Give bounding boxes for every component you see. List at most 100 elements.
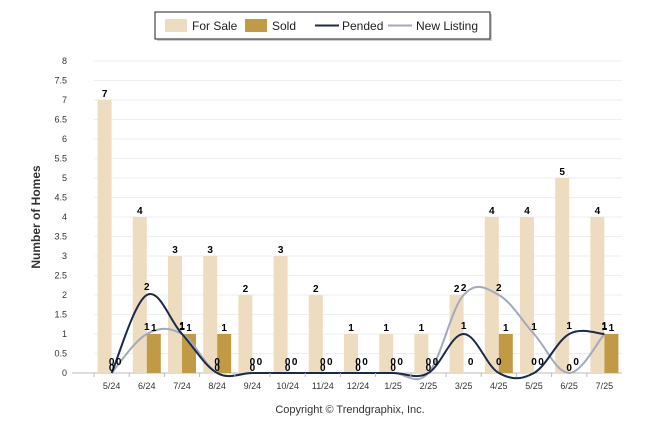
data-label-for-sale: 5 <box>559 167 565 178</box>
data-label-new-listing: 0 <box>566 363 572 374</box>
data-label-sold: 1 <box>186 323 192 334</box>
bar-for-sale <box>414 334 429 373</box>
data-label-sold: 0 <box>292 357 298 368</box>
data-label-new-listing: 0 <box>320 363 326 374</box>
x-tick-label: 7/25 <box>596 381 614 391</box>
bar-for-sale <box>168 256 182 373</box>
data-label-pended: 2 <box>144 282 150 293</box>
y-tick-label: 0.5 <box>54 349 67 359</box>
data-label-sold: 1 <box>609 323 615 334</box>
data-label-new-listing: 1 <box>179 322 185 333</box>
data-label-pended: 1 <box>179 321 185 332</box>
x-tick-label: 4/25 <box>490 381 508 391</box>
legend-label: Pended <box>342 19 383 33</box>
y-tick-label: 5 <box>62 173 67 183</box>
legend-label: New Listing <box>416 19 478 33</box>
data-label-pended: 0 <box>285 357 291 368</box>
data-label-for-sale: 1 <box>348 323 354 334</box>
y-tick-label: 1.5 <box>54 310 67 320</box>
data-label-sold: 0 <box>538 357 544 368</box>
data-label-for-sale: 7 <box>102 89 108 100</box>
y-tick-label: 1 <box>62 329 67 339</box>
bar-for-sale <box>484 217 499 373</box>
data-label-new-listing: 2 <box>461 283 467 294</box>
x-axis-ticks: 5/24 6/24 7/24 8/24 9/24 10/24 11/24 12/24 1/25 2… <box>93 373 614 391</box>
legend-item-pended[interactable]: Pended <box>315 19 383 33</box>
data-label-sold: 0 <box>257 357 263 368</box>
data-label-sold: 0 <box>573 357 579 368</box>
line-pended <box>110 293 605 380</box>
x-tick-label: 10/24 <box>276 381 299 391</box>
x-tick-label: 5/24 <box>103 381 121 391</box>
data-label-for-sale: 3 <box>207 245 213 256</box>
data-label-pended: 0 <box>355 357 361 368</box>
data-label-for-sale: 4 <box>524 206 530 217</box>
y-tick-label: 4.5 <box>54 193 67 203</box>
data-label-sold: 0 <box>468 357 474 368</box>
data-label-sold: 1 <box>503 323 509 334</box>
bar-for-sale <box>308 295 323 373</box>
bars <box>97 100 619 373</box>
legend-label: For Sale <box>192 19 238 33</box>
data-label-sold: 0 <box>397 357 403 368</box>
legend-label: Sold <box>272 19 296 33</box>
bar-for-sale <box>203 256 218 373</box>
y-tick-label: 0 <box>62 368 67 378</box>
y-tick-label: 6.5 <box>54 115 67 125</box>
data-label-for-sale: 2 <box>243 284 249 295</box>
x-tick-label: 9/24 <box>244 381 262 391</box>
bar-sold <box>604 334 619 373</box>
data-label-for-sale: 1 <box>419 323 425 334</box>
data-label-pended: 0 <box>214 357 220 368</box>
bar-for-sale <box>344 334 358 373</box>
y-axis-title: Number of Homes <box>29 165 43 269</box>
y-axis-ticks: 0 0.5 1 1.5 2 2.5 3 3.5 4 4.5 5 5.5 6 6.5 7 7.5 8 <box>54 56 67 378</box>
data-label-sold: 1 <box>151 323 157 334</box>
y-tick-label: 2 <box>62 290 67 300</box>
data-label-sold: 0 <box>362 357 368 368</box>
bar-sold <box>146 334 161 373</box>
data-label-pended: 0 <box>320 357 326 368</box>
y-tick-label: 7.5 <box>54 76 67 86</box>
data-label-sold: 0 <box>327 357 333 368</box>
legend-item-for-sale[interactable]: For Sale <box>165 19 238 33</box>
bar-for-sale <box>273 256 288 373</box>
x-tick-label: 11/24 <box>312 381 334 391</box>
x-tick-label: 12/24 <box>347 381 370 391</box>
data-label-for-sale: 4 <box>489 206 495 217</box>
x-tick-label: 2/25 <box>420 381 438 391</box>
data-label-pended: 0 <box>531 357 537 368</box>
data-label-sold: 0 <box>116 357 122 368</box>
x-tick-label: 3/25 <box>455 381 473 391</box>
legend-item-new-listing[interactable]: New Listing <box>388 19 478 33</box>
bar-for-sale <box>520 217 534 373</box>
data-label-sold: 0 <box>433 357 439 368</box>
data-label-pended: 0 <box>390 357 396 368</box>
y-tick-label: 5.5 <box>54 154 67 164</box>
legend-swatch <box>165 19 187 32</box>
x-tick-label: 6/25 <box>560 381 578 391</box>
data-label-pended: 1 <box>461 321 467 332</box>
data-label-for-sale: 4 <box>137 206 143 217</box>
data-label-sold: 1 <box>221 323 227 334</box>
bar-for-sale <box>132 217 147 373</box>
data-label-for-sale: 2 <box>313 284 319 295</box>
data-label-new-listing: 0 <box>355 363 361 374</box>
legend-swatch <box>245 19 267 32</box>
data-label-new-listing: 0 <box>109 363 115 374</box>
data-label-for-sale: 3 <box>172 245 178 256</box>
data-label-pended: 1 <box>566 321 572 332</box>
y-tick-label: 7 <box>62 95 67 105</box>
bar-sold <box>498 334 513 373</box>
x-tick-label: 1/25 <box>384 381 402 391</box>
data-label-new-listing: 0 <box>426 363 432 374</box>
y-tick-label: 3 <box>62 251 67 261</box>
legend-item-sold[interactable]: Sold <box>245 19 296 33</box>
data-label-new-listing: 2 <box>496 283 502 294</box>
data-label-pended: 0 <box>250 357 256 368</box>
data-label-for-sale: 3 <box>278 245 284 256</box>
data-label-pended: 0 <box>109 357 115 368</box>
data-label-for-sale: 2 <box>454 284 460 295</box>
series-lines <box>110 285 606 381</box>
